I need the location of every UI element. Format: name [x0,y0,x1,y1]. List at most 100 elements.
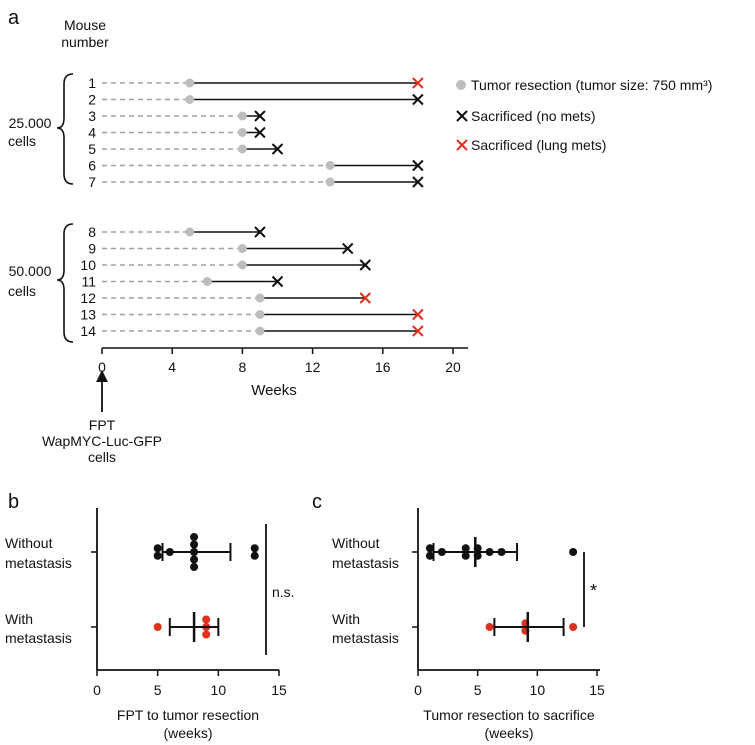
group-label-50000-line-1: 50.000 [9,263,52,279]
no-mets-marker [341,242,354,255]
panel-c-x-tick-label: 0 [414,682,422,698]
legend-lung-mets-label: Sacrificed (lung mets) [471,137,606,153]
resection-marker [237,144,247,154]
fpt-annotation-line-3: cells [88,449,116,465]
panel-c-x-tick-label: 15 [589,682,605,698]
mouse-number-label: 14 [80,323,96,339]
panel-c-x-tick-label: 5 [474,682,482,698]
mouse-number-label: 6 [88,158,96,174]
panel-b-without-point [153,551,162,560]
panel-b-without-line-1: Without [5,535,53,551]
mouse-row-11: 11 [81,274,284,290]
mouse-number-label: 10 [80,257,96,273]
panel-b-x-tick-label: 10 [211,682,227,698]
panel-c-without-point [461,551,470,560]
resection-marker [237,260,247,270]
panel-a-x-tick-label: 12 [305,359,321,375]
row-header-line-1: Mouse [64,17,106,33]
panel-c-without-point [461,544,470,553]
panel-b-label: b [8,491,19,513]
panel-b-with-line-2: metastasis [5,630,72,646]
panel-b-without-line-2: metastasis [5,555,72,571]
lung-mets-marker [412,308,424,321]
mouse-number-label: 4 [88,125,96,141]
resection-marker [202,277,212,286]
panel-b-x-tick-label: 5 [154,682,162,698]
panel-b-xlabel-line-2: (weeks) [163,725,212,741]
panel-c-x-tick-label: 10 [530,682,546,698]
mouse-number-label: 12 [80,290,96,306]
mouse-number-label: 1 [88,75,96,91]
no-mets-marker [412,176,424,188]
resection-marker [185,227,195,237]
group-label-50000-line-2: cells [8,283,36,299]
resection-marker [255,326,265,336]
mouse-number-label: 9 [88,241,96,257]
panel-a-x-tick-label: 4 [168,359,176,375]
row-header-line-2: number [61,34,109,50]
panel-c-xlabel-line-1: Tumor resection to sacrifice [423,707,595,723]
no-mets-marker [412,159,424,172]
panel-a-x-axis-label: Weeks [251,382,297,399]
no-mets-marker [271,143,284,155]
panel-b-without-point [153,544,162,553]
group-brace-50000 [56,223,74,343]
panel-b-x-tick-label: 15 [271,682,287,698]
panel-b-with-point [153,623,162,631]
panel-a-label: a [8,7,20,29]
panel-c-without-point [569,548,578,556]
mouse-row-10: 10 [80,257,371,273]
panel-c-with-point [485,623,494,631]
resection-marker [185,95,195,104]
panel-c-label: c [312,491,322,513]
no-mets-marker [254,110,266,122]
panel-c-significance-label: * [590,581,597,601]
resection-marker [185,78,195,88]
panel-c-without-point [425,551,434,560]
mouse-number-label: 13 [80,307,96,323]
mouse-number-label: 2 [88,92,96,108]
panel-b-without-point [250,551,259,560]
mouse-number-label: 11 [81,274,96,290]
mouse-row-2: 2 [88,92,424,108]
group-label-25000-line-2: cells [8,133,36,149]
mouse-number-label: 5 [88,141,96,157]
panel-b-x-tick-label: 0 [93,682,101,698]
panel-a-x-tick-label: 8 [239,359,247,375]
panel-b-with-point [202,615,211,624]
mouse-row-12: 12 [80,290,371,306]
legend-no-mets-label: Sacrificed (no mets) [471,108,595,124]
panel-b-without-point [250,544,259,553]
resection-marker [237,244,247,253]
mouse-row-7: 7 [88,174,424,190]
legend-lung-mets-marker [456,139,468,151]
mouse-number-label: 7 [88,174,96,190]
resection-marker [255,310,265,319]
mouse-row-3: 3 [88,108,266,124]
mouse-row-8: 8 [88,224,266,240]
panel-b-with-point [202,630,211,639]
mouse-row-1: 1 [88,75,424,91]
fpt-annotation-line-1: FPT [89,417,116,433]
panel-b-with-line-1: With [5,611,33,627]
no-mets-marker [412,93,424,106]
panel-b-xlabel-line-1: FPT to tumor resection [117,707,259,723]
mouse-row-14: 14 [80,323,424,339]
resection-marker [255,293,265,303]
panel-a-x-tick-label: 16 [375,359,391,375]
legend-no-mets-marker [456,110,468,122]
mouse-number-label: 8 [88,224,96,240]
no-mets-marker [271,275,284,288]
mouse-row-9: 9 [88,241,354,257]
mouse-row-6: 6 [88,158,424,174]
panel-b-significance-label: n.s. [272,584,295,600]
panel-a-x-tick-label: 20 [445,359,461,375]
fpt-annotation-line-2: WapMYC-Luc-GFP [42,433,162,449]
group-label-25000-line-1: 25.000 [9,115,52,131]
legend-resection-marker [456,80,466,90]
mouse-number-label: 3 [88,108,96,124]
fpt-arrow-head [96,370,108,382]
panel-c-without-line-2: metastasis [332,555,399,571]
lung-mets-marker [412,77,424,89]
panel-c-xlabel-line-2: (weeks) [484,725,533,741]
